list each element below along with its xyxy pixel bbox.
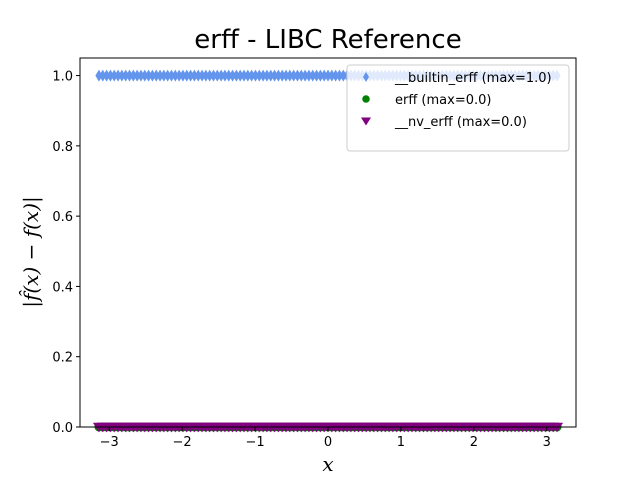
data-point: [129, 69, 137, 82]
data-point: [297, 69, 305, 82]
data-point: [156, 69, 164, 82]
y-tick-label: 0.0: [52, 421, 73, 436]
data-point: [251, 69, 260, 82]
y-tick-label: 0.2: [52, 351, 73, 366]
data-point: [148, 69, 157, 82]
legend-label-1: __builtin_erff (max=1.0): [394, 71, 552, 86]
data-point: [175, 69, 183, 82]
data-point: [99, 69, 107, 82]
y-tick-label: 1.0: [52, 70, 73, 85]
x-tick-label: −3: [100, 435, 119, 450]
data-point: [194, 69, 202, 82]
data-point: [263, 69, 271, 82]
y-tick-label: 0.6: [52, 210, 73, 225]
legend-marker-3: [361, 117, 371, 126]
data-point: [198, 69, 206, 82]
data-point: [152, 69, 160, 82]
legend-marker-2: [362, 95, 370, 103]
data-point: [290, 69, 298, 82]
data-point: [236, 69, 244, 82]
data-point: [217, 69, 225, 82]
series-3: [92, 422, 564, 433]
data-point: [274, 69, 282, 82]
x-tick-label: −1: [245, 435, 264, 450]
data-point: [551, 422, 564, 433]
data-point: [278, 69, 286, 82]
data-point: [141, 69, 149, 82]
data-point: [328, 69, 336, 82]
data-point: [228, 69, 237, 82]
data-point: [316, 69, 324, 82]
data-point: [206, 69, 214, 82]
data-point: [312, 69, 321, 82]
data-point: [202, 69, 210, 82]
legend: __builtin_erff (max=1.0) erff (max=0.0) __…: [346, 64, 570, 152]
x-tick-label: 0: [324, 435, 332, 450]
data-point: [171, 69, 179, 82]
data-point: [301, 69, 309, 82]
x-tick-label: −2: [173, 435, 192, 450]
data-point: [339, 69, 347, 82]
data-point: [122, 69, 130, 82]
data-point: [190, 69, 198, 82]
data-point: [95, 69, 103, 82]
y-axis: 0.0 0.2 0.4 0.6 0.8 1.0: [52, 70, 80, 436]
x-axis: −3 −2 −1 0 1 2 3: [100, 427, 551, 450]
data-point: [137, 69, 145, 82]
data-point: [267, 69, 275, 82]
data-point: [106, 69, 115, 82]
data-point: [102, 69, 111, 82]
data-point: [293, 69, 302, 82]
data-point: [209, 69, 218, 82]
data-point: [332, 69, 340, 82]
data-point: [286, 69, 294, 82]
data-point: [160, 69, 168, 82]
data-point: [221, 69, 229, 82]
data-point: [225, 69, 233, 82]
data-point: [144, 69, 153, 82]
data-point: [183, 69, 191, 82]
data-point: [125, 69, 134, 82]
y-tick-label: 0.8: [52, 140, 73, 155]
x-axis-label: x: [322, 452, 333, 476]
data-point: [270, 69, 279, 82]
data-point: [240, 69, 248, 82]
data-point: [133, 69, 141, 82]
legend-box: [346, 64, 570, 152]
data-point: [320, 69, 328, 82]
data-point: [255, 69, 263, 82]
data-point: [110, 69, 118, 82]
data-point: [164, 69, 172, 82]
chart-title: erff - LIBC Reference: [194, 25, 461, 55]
x-tick-label: 1: [397, 435, 405, 450]
data-point: [259, 69, 267, 82]
x-tick-label: 3: [543, 435, 551, 450]
data-point: [179, 69, 187, 82]
data-point: [213, 69, 221, 82]
legend-label-2: erff (max=0.0): [395, 93, 491, 108]
data-point: [114, 69, 122, 82]
data-point: [324, 69, 332, 82]
legend-label-3: __nv_erff (max=0.0): [394, 115, 527, 130]
y-axis-label: |f̂(x) − f(x)|: [19, 196, 44, 308]
legend-marker-1: [363, 72, 369, 82]
data-point: [309, 69, 317, 82]
data-point: [186, 69, 195, 82]
data-point: [335, 69, 344, 82]
data-point: [248, 69, 256, 82]
data-point: [167, 69, 176, 82]
data-point: [232, 69, 240, 82]
data-point: [305, 69, 313, 82]
data-point: [118, 69, 126, 82]
data-point: [244, 69, 252, 82]
data-point: [282, 69, 290, 82]
x-tick-label: 2: [470, 435, 478, 450]
y-tick-label: 0.4: [52, 280, 73, 295]
